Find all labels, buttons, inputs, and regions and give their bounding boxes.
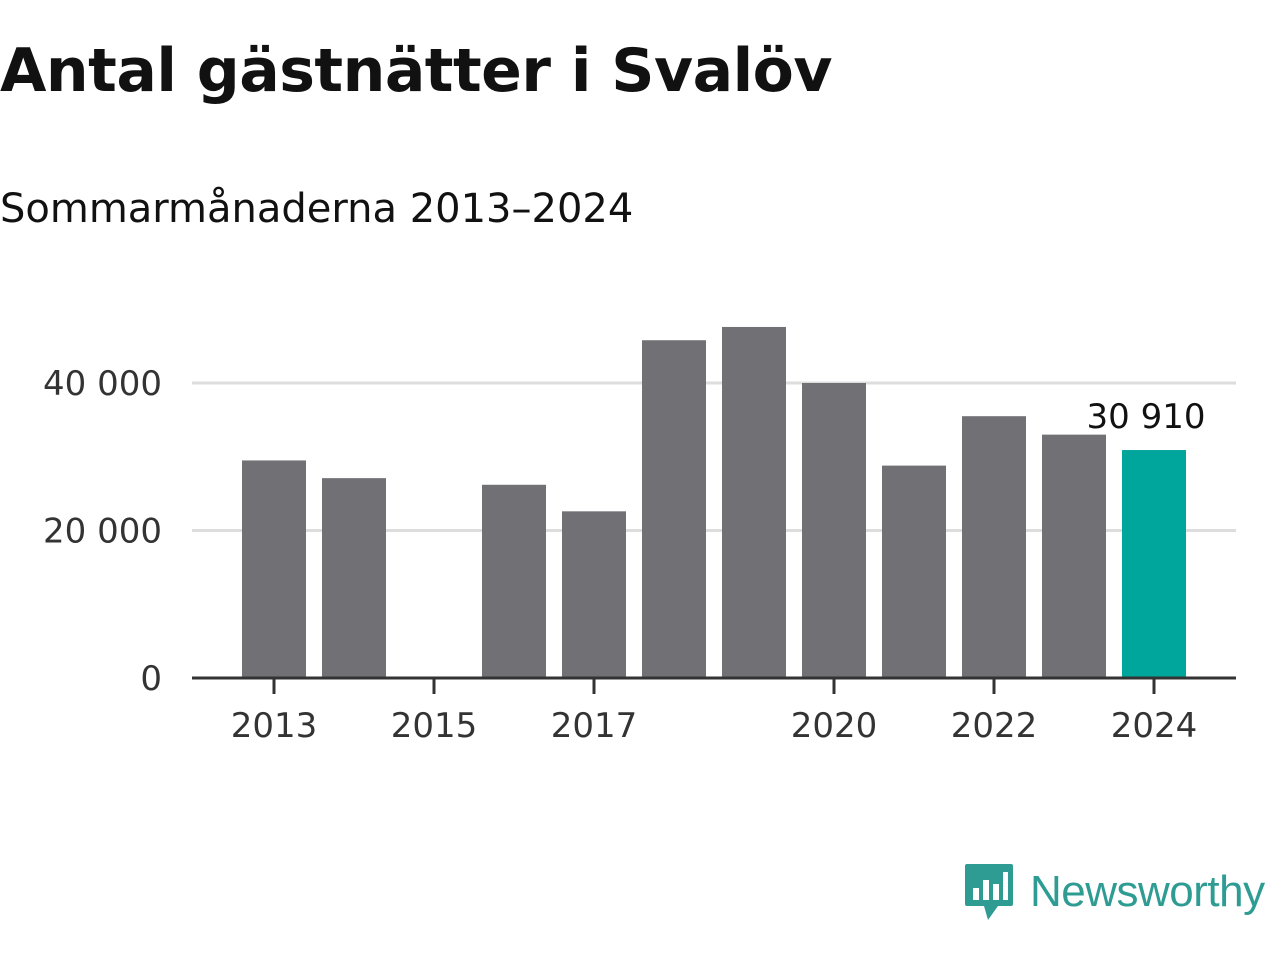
bar-2016: [482, 484, 546, 678]
bar-2014: [322, 478, 386, 678]
x-tick-label: 2015: [391, 706, 478, 746]
bar-2023: [1042, 434, 1106, 678]
x-tick-label: 2024: [1111, 706, 1198, 746]
page-subtitle: Sommarmånaderna 2013–2024: [0, 186, 634, 232]
x-tick-label: 2022: [951, 706, 1038, 746]
bar-2022: [962, 416, 1026, 678]
bar-2017: [562, 511, 626, 678]
page-title: Antal gästnätter i Svalöv: [0, 36, 833, 106]
y-tick-label: 40 000: [43, 364, 162, 404]
newsworthy-logo: Newsworthy: [964, 862, 1265, 922]
bar-chart-speech-bubble-icon: [965, 864, 1013, 920]
y-tick-label: 0: [140, 659, 162, 699]
bar-2018: [642, 340, 706, 678]
x-tick-label: 2020: [791, 706, 878, 746]
bar-2020: [802, 383, 866, 678]
bar-2021: [882, 465, 946, 678]
bar-chart: 0 20 000 40 000 2013 2015 2017 2020 2022 2024 30 …: [43, 326, 1236, 746]
bar-2024: [1122, 450, 1186, 678]
y-tick-label: 20 000: [43, 512, 162, 552]
x-tick-label: 2017: [551, 706, 638, 746]
data-label: 30 910: [1087, 397, 1206, 437]
brand-name: Newsworthy: [1030, 867, 1265, 916]
x-tick-label: 2013: [231, 706, 318, 746]
bar-2013: [242, 460, 306, 678]
bar-2019: [722, 326, 786, 678]
